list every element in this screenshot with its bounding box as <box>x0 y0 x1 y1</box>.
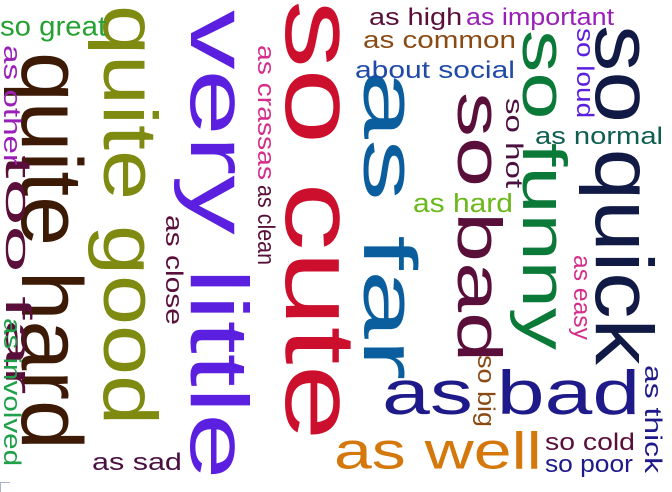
word-as-clean: as clean <box>252 185 280 266</box>
word-as-thick: as thick <box>639 365 667 474</box>
word-as-far: as far <box>347 70 432 381</box>
word-as-hard: as hard <box>413 188 513 218</box>
word-as-sad: as sad <box>92 448 182 476</box>
word-quite-good: quite good <box>87 5 173 426</box>
word-so-loud: so loud <box>571 28 599 119</box>
word-as-high: as high <box>369 3 463 31</box>
word-as-crassas: as crassas <box>252 45 280 180</box>
word-as-well: as well <box>334 421 542 481</box>
word-as-easy: as easy <box>568 255 596 340</box>
word-as-bad: as bad <box>382 358 641 428</box>
word-as-common: as common <box>363 26 516 54</box>
word-so-cold: so cold <box>545 428 635 456</box>
word-so-hot: so hot <box>500 98 528 189</box>
word-as-other: as other <box>0 45 26 166</box>
word-as-involved: as involved <box>0 318 26 467</box>
word-so-funny: so funny <box>509 30 579 351</box>
word-as-important: as important <box>466 3 615 31</box>
word-so-great: so great <box>0 10 107 42</box>
corner-mark <box>0 482 10 492</box>
word-as-close: as close <box>160 215 188 325</box>
word-about-social: about social <box>355 56 515 84</box>
word-as-normal: as normal <box>535 122 664 150</box>
word-so-big: so big <box>472 355 500 427</box>
word-so-poor: so poor <box>545 450 633 478</box>
word-very-little: very little <box>173 10 265 480</box>
